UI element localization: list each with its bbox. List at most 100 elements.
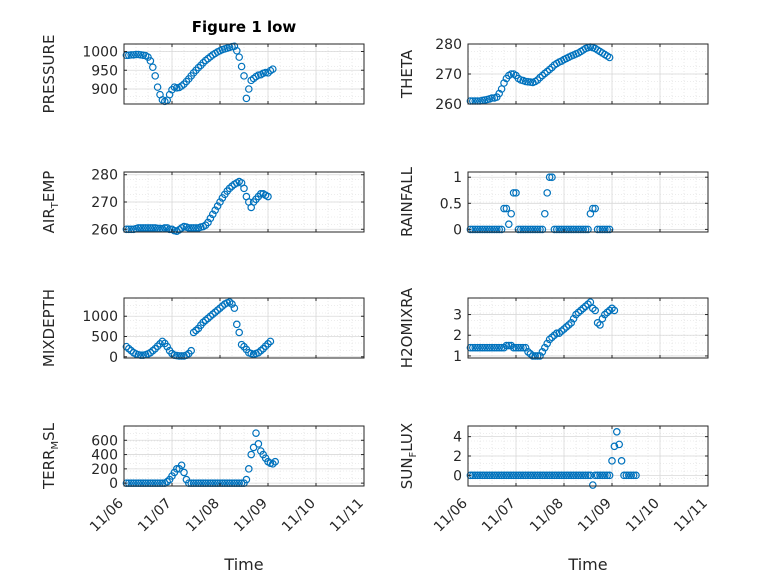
- plot-title: Figure 1 low: [192, 18, 297, 36]
- y-axis-label: RAINFALL: [398, 166, 416, 237]
- x-tick-label: 11/08: [527, 496, 567, 536]
- data-point: [177, 461, 186, 470]
- data-point: [603, 471, 612, 480]
- data-point: [605, 53, 614, 62]
- data-point: [557, 471, 566, 480]
- data-point: [233, 320, 241, 329]
- data-point: [543, 189, 552, 197]
- data-point: [204, 314, 212, 323]
- data-point: [576, 225, 585, 234]
- data-point: [502, 204, 511, 213]
- data-point: [213, 306, 222, 314]
- data-point: [141, 224, 150, 232]
- data-point: [538, 347, 547, 356]
- data-point: [502, 471, 511, 480]
- data-point: [608, 457, 616, 465]
- y-tick-label: 260: [91, 222, 118, 238]
- data-point: [144, 224, 152, 232]
- y-tick-label: 0.5: [440, 196, 462, 212]
- data-point: [620, 471, 628, 480]
- data-point: [548, 471, 556, 480]
- data-point: [206, 214, 215, 223]
- data-point: [536, 352, 544, 360]
- data-point: [600, 471, 609, 480]
- data-point: [562, 225, 571, 234]
- data-point: [192, 326, 200, 335]
- data-point: [242, 475, 251, 484]
- data-point: [466, 343, 475, 352]
- data-point: [533, 471, 542, 480]
- data-point: [531, 352, 540, 360]
- data-point: [175, 352, 184, 360]
- data-point: [540, 471, 549, 480]
- data-point: [545, 335, 554, 344]
- data-point: [485, 343, 494, 352]
- y-tick-label: 3: [453, 308, 462, 324]
- data-point: [488, 471, 496, 480]
- data-point: [536, 225, 544, 234]
- y-tick-label: 200: [91, 462, 118, 478]
- y-tick-label: 270: [435, 67, 462, 83]
- data-point: [237, 340, 246, 349]
- data-point: [485, 225, 494, 234]
- data-point: [476, 343, 484, 352]
- data-point: [259, 344, 268, 353]
- data-point: [189, 224, 198, 232]
- data-point: [567, 319, 576, 327]
- data-point: [473, 471, 482, 480]
- data-point: [596, 225, 604, 234]
- data-point: [151, 344, 160, 353]
- data-point: [187, 224, 196, 232]
- data-point: [137, 224, 145, 232]
- data-point: [483, 471, 492, 480]
- data-point: [153, 342, 162, 351]
- data-point: [514, 343, 523, 352]
- y-axis-label: TERRMSL: [40, 422, 61, 490]
- data-point: [610, 306, 619, 315]
- data-point: [605, 306, 614, 315]
- data-point: [560, 325, 568, 333]
- data-point: [533, 76, 542, 84]
- y-axis-label: H2OMIXRA: [398, 287, 416, 368]
- y-tick-label: 500: [91, 330, 118, 346]
- data-point: [144, 53, 152, 61]
- data-point: [516, 343, 525, 352]
- data-point: [256, 190, 265, 198]
- data-point: [538, 471, 547, 480]
- data-point: [492, 225, 501, 234]
- x-tick-label: 11/06: [87, 495, 127, 535]
- data-point: [552, 329, 561, 337]
- data-point: [230, 304, 239, 312]
- data-point: [500, 471, 508, 480]
- data-point: [572, 310, 580, 319]
- axes-box: [467, 297, 709, 359]
- data-point: [264, 340, 272, 348]
- y-tick-label: 1: [453, 170, 462, 186]
- data-point: [598, 471, 607, 480]
- data-point: [476, 471, 484, 480]
- data-point: [519, 471, 528, 480]
- data-point: [254, 440, 263, 448]
- data-point: [586, 298, 595, 306]
- data-point: [531, 225, 540, 234]
- data-point: [591, 204, 600, 213]
- data-point: [490, 225, 499, 234]
- data-point: [512, 189, 520, 197]
- data-point: [500, 343, 508, 352]
- axes-box: [123, 425, 365, 487]
- y-tick-label: 260: [435, 97, 462, 113]
- data-point: [567, 225, 576, 234]
- data-point: [127, 51, 136, 59]
- subplot-h2omixra: 1 2 3 H2OMIXRA: [398, 287, 709, 368]
- data-point: [507, 341, 516, 350]
- data-point: [574, 471, 583, 480]
- data-point: [209, 310, 217, 319]
- data-point: [617, 457, 626, 465]
- data-point: [488, 225, 496, 234]
- x-tick-label: 11/08: [183, 496, 223, 536]
- data-point: [483, 343, 492, 352]
- data-point: [492, 343, 501, 352]
- data-point: [473, 343, 482, 352]
- data-point: [600, 310, 609, 319]
- data-point: [466, 471, 475, 480]
